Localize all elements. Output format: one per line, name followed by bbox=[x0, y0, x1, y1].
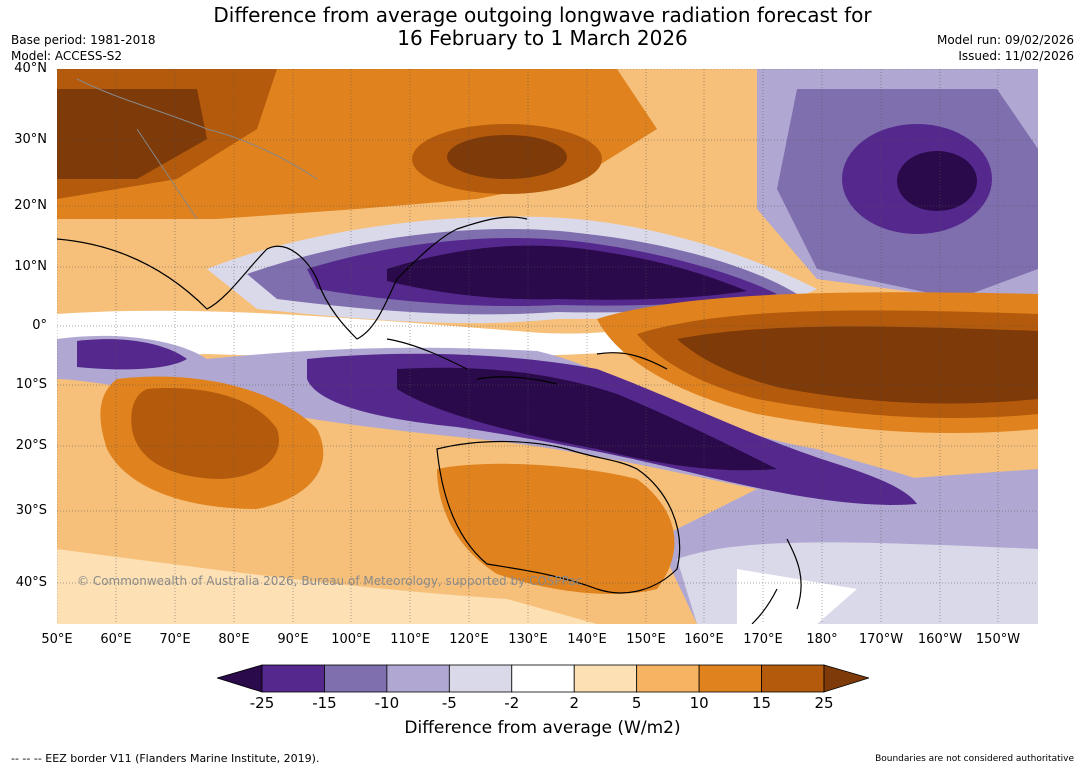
anomaly-field-neutral-equator bbox=[57, 310, 657, 359]
anomaly-field-core-north-pacific bbox=[897, 151, 977, 211]
colorbar-tick-label: 25 bbox=[814, 694, 834, 712]
anomaly-field-pale-purple-south bbox=[677, 542, 1038, 624]
anomaly-field-core-north-band bbox=[387, 245, 747, 300]
coastline-australia bbox=[436, 440, 681, 594]
colorbar-tick-label: 10 bbox=[689, 694, 709, 712]
copyright-notice: © Commonwealth of Australia 2026, Bureau… bbox=[77, 574, 583, 588]
coastline-indonesia bbox=[386, 338, 558, 385]
lat-label: 0° bbox=[32, 318, 47, 333]
lon-label: 170°W bbox=[858, 632, 904, 647]
anomaly-field-dark-brown-west-asia bbox=[57, 89, 207, 179]
title-line-1: Difference from average outgoing longwav… bbox=[213, 3, 872, 27]
anomaly-field-brown-south-indian bbox=[131, 388, 279, 479]
gridlines bbox=[57, 69, 1038, 624]
country-borders bbox=[76, 78, 318, 220]
lat-label: 10°S bbox=[15, 377, 47, 392]
colorbar-tick-label: -5 bbox=[441, 694, 457, 712]
anomaly-field-core-south-band bbox=[397, 367, 777, 471]
coastline-new-zealand bbox=[751, 538, 802, 624]
anomaly-field-neutral-new-zealand bbox=[737, 569, 857, 624]
anomaly-field-pale-south bbox=[57, 549, 597, 624]
colorbar-segment bbox=[636, 664, 700, 693]
lon-label: 140°E bbox=[567, 632, 607, 647]
coastline-new-guinea bbox=[596, 352, 668, 370]
colorbar-tick-label: 15 bbox=[752, 694, 772, 712]
colorbar-segment bbox=[448, 664, 513, 693]
anomaly-field-purple-indian-ocean bbox=[77, 339, 187, 370]
map-title: Difference from average outgoing longwav… bbox=[0, 4, 1085, 50]
colorbar-extend-low bbox=[217, 664, 263, 693]
title-line-2: 16 February to 1 March 2026 bbox=[397, 26, 688, 50]
map-canvas bbox=[57, 69, 1038, 624]
model-name: Model: ACCESS-S2 bbox=[11, 49, 123, 63]
lon-label: 180° bbox=[806, 632, 838, 647]
lat-label: 20°N bbox=[14, 198, 47, 213]
model-run: Model run: 09/02/2026 bbox=[936, 33, 1074, 47]
colorbar-label: Difference from average (W/m2) bbox=[404, 718, 681, 738]
anomaly-field-orange-australia bbox=[437, 463, 675, 594]
lon-label: 50°E bbox=[41, 632, 73, 647]
lon-label: 110°E bbox=[390, 632, 430, 647]
lon-label: 170°E bbox=[743, 632, 783, 647]
colorbar-segment bbox=[573, 664, 638, 693]
colorbar-segment bbox=[511, 664, 575, 693]
lon-label: 150°E bbox=[626, 632, 666, 647]
coastlines bbox=[57, 216, 802, 624]
lat-label: 30°N bbox=[14, 132, 47, 147]
lat-label: 20°S bbox=[15, 438, 47, 453]
colorbar-tick-label: -10 bbox=[374, 694, 400, 712]
colorbar-segment bbox=[761, 664, 825, 693]
lon-label: 60°E bbox=[100, 632, 132, 647]
colorbar-segment bbox=[698, 664, 762, 693]
anomaly-field-dark-brown-south-pacific bbox=[677, 326, 1038, 404]
olr-anomaly-map bbox=[57, 69, 1038, 624]
coastline-asia-south bbox=[57, 216, 528, 340]
colorbar-segment bbox=[261, 664, 325, 693]
border-asia bbox=[76, 78, 318, 220]
lon-label: 130°E bbox=[508, 632, 548, 647]
colorbar-tick-label: -25 bbox=[249, 694, 275, 712]
colorbar-tick-label: 2 bbox=[569, 694, 579, 712]
colorbar bbox=[217, 664, 869, 693]
lon-label: 160°W bbox=[917, 632, 963, 647]
lat-label: 40°N bbox=[14, 61, 47, 76]
meta-right: Model run: 09/02/2026 Issued: 11/02/2026 bbox=[937, 32, 1074, 64]
base-period: Base period: 1981-2018 bbox=[11, 33, 156, 47]
lon-label: 100°E bbox=[331, 632, 371, 647]
colorbar-segment bbox=[386, 664, 450, 693]
lon-label: 160°E bbox=[684, 632, 724, 647]
lon-label: 70°E bbox=[159, 632, 191, 647]
lat-label: 30°S bbox=[15, 503, 47, 518]
anomaly-field-dark-brown-china bbox=[447, 135, 567, 179]
lon-label: 120°E bbox=[449, 632, 489, 647]
lon-label: 80°E bbox=[218, 632, 250, 647]
colorbar-tick-label: -15 bbox=[312, 694, 337, 712]
boundaries-disclaimer: Boundaries are not considered authoritat… bbox=[875, 754, 1074, 764]
meta-left: Base period: 1981-2018 Model: ACCESS-S2 bbox=[11, 32, 156, 64]
lat-label: 10°N bbox=[14, 259, 47, 274]
colorbar-tick-label: 5 bbox=[631, 694, 642, 712]
colorbar-segment bbox=[324, 664, 388, 693]
eez-legend: -- -- -- EEZ border V11 (Flanders Marine… bbox=[11, 752, 320, 765]
colorbar-tick-label: -2 bbox=[504, 694, 520, 712]
colorbar-extend-high bbox=[823, 664, 869, 693]
lon-label: 90°E bbox=[277, 632, 309, 647]
issued-date: Issued: 11/02/2026 bbox=[958, 49, 1074, 63]
lat-label: 40°S bbox=[15, 575, 47, 590]
lon-label: 150°W bbox=[975, 632, 1021, 647]
